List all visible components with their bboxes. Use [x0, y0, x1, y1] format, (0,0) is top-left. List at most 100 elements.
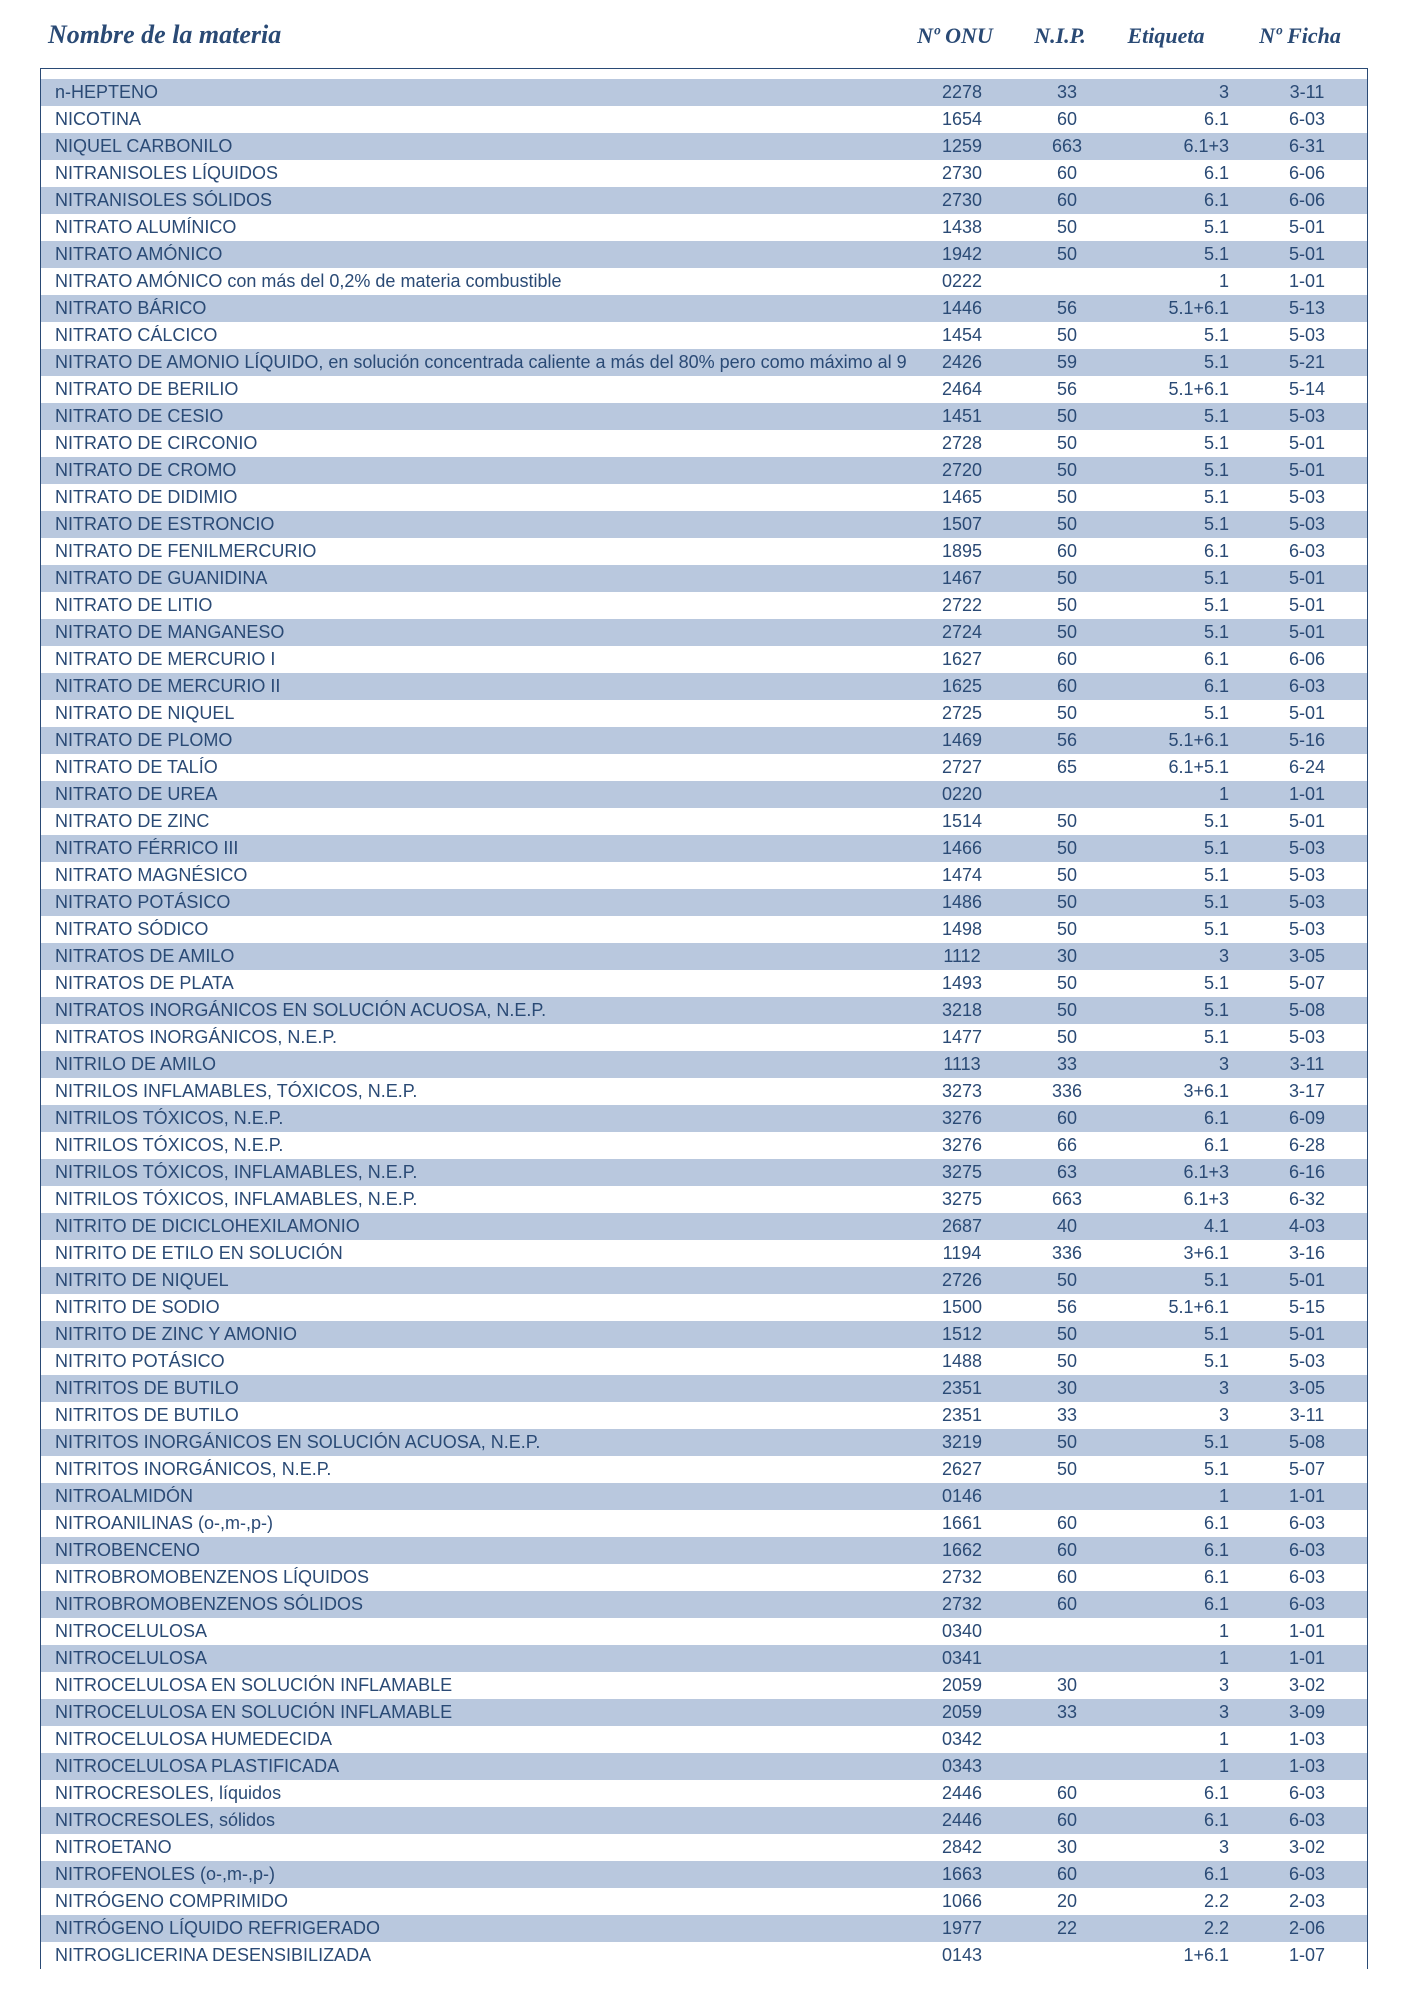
cell-onu: 1942	[907, 244, 1017, 265]
table-row: NITRATO SÓDICO1498505.15-03	[41, 916, 1367, 943]
cell-etq: 2.2	[1117, 1918, 1247, 1939]
cell-name: NITRITO DE NIQUEL	[41, 1270, 907, 1291]
cell-onu: 2446	[907, 1783, 1017, 1804]
cell-nip: 50	[1017, 892, 1117, 913]
cell-etq: 1	[1117, 1486, 1247, 1507]
table-row: NITRILOS TÓXICOS, N.E.P.3276666.16-28	[41, 1132, 1367, 1159]
cell-onu: 2732	[907, 1567, 1017, 1588]
cell-onu: 1259	[907, 136, 1017, 157]
cell-nip: 56	[1017, 379, 1117, 400]
materials-table: n-HEPTENO22783333-11NICOTINA1654606.16-0…	[40, 68, 1368, 1969]
table-row: NITROETANO28423033-02	[41, 1834, 1367, 1861]
table-row: NITRATO DE PLOMO1469565.1+6.15-16	[41, 727, 1367, 754]
cell-name: NITROBENCENO	[41, 1540, 907, 1561]
cell-onu: 2687	[907, 1216, 1017, 1237]
cell-onu: 1477	[907, 1027, 1017, 1048]
table-row: NITRATO DE NIQUEL2725505.15-01	[41, 700, 1367, 727]
cell-ficha: 5-01	[1247, 217, 1367, 238]
table-row: NITRATO DE GUANIDINA1467505.15-01	[41, 565, 1367, 592]
cell-etq: 6.1+3	[1117, 136, 1247, 157]
cell-nip: 336	[1017, 1243, 1117, 1264]
cell-ficha: 5-08	[1247, 1000, 1367, 1021]
cell-ficha: 6-28	[1247, 1135, 1367, 1156]
cell-onu: 0341	[907, 1648, 1017, 1669]
cell-name: NITRITOS DE BUTILO	[41, 1378, 907, 1399]
cell-onu: 2720	[907, 460, 1017, 481]
cell-ficha: 5-07	[1247, 1459, 1367, 1480]
cell-onu: 2059	[907, 1675, 1017, 1696]
cell-onu: 1512	[907, 1324, 1017, 1345]
cell-nip: 60	[1017, 676, 1117, 697]
header-ficha: Nº Ficha	[1240, 23, 1360, 49]
cell-ficha: 3-17	[1247, 1081, 1367, 1102]
cell-name: NITRATO DE PLOMO	[41, 730, 907, 751]
cell-ficha: 6-03	[1247, 1594, 1367, 1615]
cell-nip: 50	[1017, 838, 1117, 859]
cell-etq: 5.1	[1117, 460, 1247, 481]
cell-name: NITROCRESOLES, sólidos	[41, 1810, 907, 1831]
cell-onu: 1438	[907, 217, 1017, 238]
cell-ficha: 6-24	[1247, 757, 1367, 778]
cell-onu: 1661	[907, 1513, 1017, 1534]
cell-onu: 1493	[907, 973, 1017, 994]
cell-etq: 5.1+6.1	[1117, 379, 1247, 400]
cell-nip: 50	[1017, 487, 1117, 508]
cell-ficha: 5-01	[1247, 244, 1367, 265]
cell-name: NITRATO ALUMÍNICO	[41, 217, 907, 238]
cell-etq: 5.1	[1117, 838, 1247, 859]
cell-ficha: 3-16	[1247, 1243, 1367, 1264]
cell-ficha: 5-03	[1247, 919, 1367, 940]
cell-name: NITROGLICERINA DESENSIBILIZADA	[41, 1945, 907, 1966]
cell-nip: 50	[1017, 811, 1117, 832]
cell-etq: 6.1	[1117, 1810, 1247, 1831]
cell-name: NITRATO DE DIDIMIO	[41, 487, 907, 508]
cell-onu: 1466	[907, 838, 1017, 859]
cell-name: NITRATO DE CROMO	[41, 460, 907, 481]
cell-name: NITROCELULOSA HUMEDECIDA	[41, 1729, 907, 1750]
cell-name: NITRITOS INORGÁNICOS EN SOLUCIÓN ACUOSA,…	[41, 1432, 907, 1453]
cell-name: NITRITO DE ETILO EN SOLUCIÓN	[41, 1243, 907, 1264]
cell-name: NITRITO DE SODIO	[41, 1297, 907, 1318]
cell-onu: 2446	[907, 1810, 1017, 1831]
cell-onu: 1627	[907, 649, 1017, 670]
cell-etq: 5.1+6.1	[1117, 298, 1247, 319]
cell-etq: 5.1	[1117, 1432, 1247, 1453]
cell-ficha: 2-06	[1247, 1918, 1367, 1939]
cell-ficha: 5-01	[1247, 595, 1367, 616]
cell-name: NITRITOS DE BUTILO	[41, 1405, 907, 1426]
table-row: NITRATO ALUMÍNICO1438505.15-01	[41, 214, 1367, 241]
cell-name: NITRATO DE MERCURIO II	[41, 676, 907, 697]
cell-etq: 5.1	[1117, 811, 1247, 832]
cell-nip: 60	[1017, 1864, 1117, 1885]
cell-etq: 3	[1117, 1675, 1247, 1696]
cell-etq: 5.1	[1117, 514, 1247, 535]
cell-etq: 5.1	[1117, 703, 1247, 724]
cell-ficha: 5-03	[1247, 325, 1367, 346]
cell-ficha: 5-01	[1247, 460, 1367, 481]
cell-nip: 50	[1017, 1351, 1117, 1372]
cell-nip: 50	[1017, 514, 1117, 535]
cell-name: NITROBROMOBENZENOS LÍQUIDOS	[41, 1567, 907, 1588]
cell-onu: 1465	[907, 487, 1017, 508]
table-row: NITROALMIDÓN014611-01	[41, 1483, 1367, 1510]
cell-ficha: 6-03	[1247, 1513, 1367, 1534]
header-name: Nombre de la materia	[48, 20, 900, 50]
cell-etq: 6.1	[1117, 1108, 1247, 1129]
table-row: NITROCELULOSA034011-01	[41, 1618, 1367, 1645]
cell-etq: 5.1	[1117, 244, 1247, 265]
cell-ficha: 4-03	[1247, 1216, 1367, 1237]
cell-name: NITROALMIDÓN	[41, 1486, 907, 1507]
cell-onu: 3218	[907, 1000, 1017, 1021]
cell-etq: 5.1	[1117, 406, 1247, 427]
cell-nip: 33	[1017, 1054, 1117, 1075]
cell-ficha: 5-07	[1247, 973, 1367, 994]
cell-ficha: 5-01	[1247, 433, 1367, 454]
table-row: NITRITOS DE BUTILO23513333-11	[41, 1402, 1367, 1429]
cell-name: n-HEPTENO	[41, 82, 907, 103]
cell-nip: 50	[1017, 703, 1117, 724]
cell-onu: 1498	[907, 919, 1017, 940]
cell-nip: 50	[1017, 919, 1117, 940]
cell-ficha: 5-03	[1247, 892, 1367, 913]
cell-name: NITRATOS INORGÁNICOS, N.E.P.	[41, 1027, 907, 1048]
cell-ficha: 2-03	[1247, 1891, 1367, 1912]
